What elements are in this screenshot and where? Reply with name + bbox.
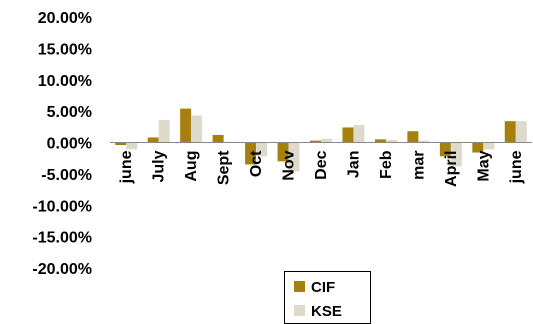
legend-swatch-cif <box>294 281 305 292</box>
bar-cif-june <box>504 121 516 143</box>
chart-bars <box>115 108 527 172</box>
bar-cif-mar <box>407 131 419 143</box>
legend: CIF KSE <box>284 271 371 324</box>
bar-cif-dec <box>310 140 321 143</box>
bar-kse-june <box>126 142 138 150</box>
bar-kse-aug <box>191 115 203 143</box>
legend-swatch-kse <box>294 305 305 316</box>
bar-cif-oct <box>245 142 257 165</box>
x-tick-label: July <box>151 150 168 182</box>
x-tick-label: Dec <box>313 150 330 179</box>
bar-cif-sept <box>212 134 224 143</box>
y-tick-label: 5.00% <box>47 104 92 121</box>
bar-cif-feb <box>374 139 386 143</box>
bar-kse-feb <box>385 139 397 143</box>
bar-kse-april <box>450 142 462 167</box>
bar-cif-april <box>439 142 451 157</box>
y-tick-label: -15.00% <box>32 230 92 247</box>
y-tick-label: -10.00% <box>32 198 92 215</box>
bar-kse-oct <box>256 142 268 157</box>
x-tick-label: Sept <box>216 150 233 185</box>
x-tick-label: Jan <box>345 151 362 179</box>
x-tick-label: April <box>443 151 460 187</box>
y-tick-label: 15.00% <box>38 41 92 58</box>
y-tick-label: -20.00% <box>32 261 92 278</box>
x-tick-label: june <box>508 150 525 184</box>
y-axis-ticks: 20.00% 15.00% 10.00% 5.00% 0.00% -5.00% -10.00… <box>32 10 92 278</box>
bar-kse-jan <box>353 124 365 143</box>
bar-cif-july <box>147 137 159 143</box>
y-tick-label: 10.00% <box>38 73 92 90</box>
bar-cif-may <box>472 142 484 153</box>
x-tick-label: May <box>475 150 492 181</box>
x-tick-label: Nov <box>281 150 298 180</box>
y-tick-label: 20.00% <box>38 10 92 27</box>
legend-label-cif: CIF <box>311 279 335 296</box>
x-tick-label: Oct <box>248 150 265 177</box>
x-axis-labels: june July Aug Sept Oct Nov Dec Jan Feb mar April Ma… <box>118 150 525 187</box>
bar-kse-may <box>483 142 495 150</box>
y-tick-label: 0.00% <box>47 136 92 153</box>
bar-cif-jan <box>342 127 354 143</box>
x-tick-label: Feb <box>378 150 395 179</box>
y-tick-label: -5.00% <box>41 167 92 184</box>
bar-kse-dec <box>321 138 332 143</box>
legend-label-kse: KSE <box>311 303 342 320</box>
bar-cif-nov <box>277 142 289 162</box>
bar-kse-june <box>515 121 527 143</box>
bar-kse-july <box>158 119 170 143</box>
x-tick-label: mar <box>410 151 427 180</box>
bar-cif-aug <box>180 108 192 143</box>
bar-kse-nov <box>288 142 300 172</box>
x-tick-label: Aug <box>183 151 200 182</box>
bar-cif-june <box>115 142 127 146</box>
bar-kse-mar <box>418 140 430 143</box>
x-tick-label: june <box>118 150 135 184</box>
